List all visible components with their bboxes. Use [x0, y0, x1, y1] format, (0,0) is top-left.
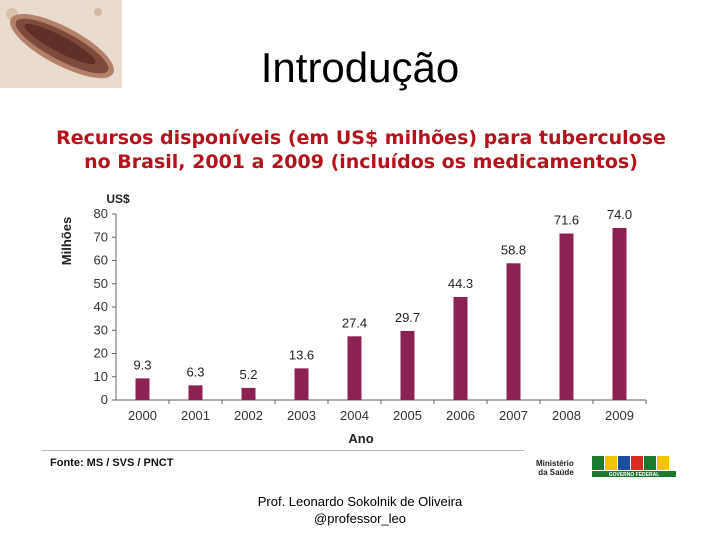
y-tick-label: 0	[101, 392, 108, 407]
bar-chart: US$ Milhões Ano 0 10 20 30 40 50 60 70 80 9.3 2000…	[59, 192, 647, 446]
bar	[347, 336, 362, 400]
bar	[612, 227, 627, 400]
bar	[453, 297, 468, 400]
y-tick-label: 60	[94, 253, 108, 268]
data-label: 27.4	[342, 315, 367, 330]
data-label: 44.3	[448, 276, 473, 291]
y-tick-label: 70	[94, 229, 108, 244]
x-tick-label: 2009	[605, 408, 634, 423]
data-label: 9.3	[133, 357, 151, 372]
bar	[559, 233, 574, 400]
x-tick-label: 2005	[393, 408, 422, 423]
chart-title: Recursos disponíveis (em US$ milhões) pa…	[36, 126, 686, 174]
source-label: Fonte: MS / SVS / PNCT	[50, 457, 174, 469]
chart-title-line1: Recursos disponíveis (em US$ milhões) pa…	[56, 127, 666, 149]
bar	[188, 385, 203, 400]
brasil-government-logo: GOVERNO FEDERAL	[592, 454, 676, 478]
data-label: 58.8	[501, 242, 526, 257]
data-label: 74.0	[607, 207, 632, 222]
y-unit-label: US$	[106, 192, 130, 206]
ministry-logo-line1: Ministério	[536, 459, 574, 468]
bar	[294, 368, 309, 400]
footer-handle: @professor_leo	[314, 511, 406, 526]
data-label: 71.6	[554, 213, 579, 228]
x-tick-label: 2001	[181, 408, 210, 423]
x-tick-label: 2007	[499, 408, 528, 423]
chart-figure: Recursos disponíveis (em US$ milhões) pa…	[36, 116, 686, 484]
data-label: 5.2	[239, 367, 257, 382]
ministry-logo-line2: da Saúde	[538, 468, 574, 477]
x-tick-label: 2006	[446, 408, 475, 423]
ministry-logo: Ministério da Saúde	[536, 459, 574, 477]
bar	[400, 330, 415, 400]
slide-title: Introdução	[260, 44, 460, 91]
x-tick-label: 2003	[287, 408, 316, 423]
y-tick-label: 30	[94, 322, 108, 337]
data-label: 13.6	[289, 347, 314, 362]
y-tick-label: 50	[94, 276, 108, 291]
x-tick-label: 2002	[234, 408, 263, 423]
gov-logo-text: GOVERNO FEDERAL	[609, 472, 660, 478]
x-axis-label: Ano	[348, 431, 373, 446]
footer-author: Prof. Leonardo Sokolnik de Oliveira	[257, 494, 463, 509]
y-tick-label: 20	[94, 346, 108, 361]
data-label: 6.3	[186, 364, 204, 379]
data-label: 29.7	[395, 310, 420, 325]
y-axis-label: Milhões	[59, 217, 74, 265]
y-tick-label: 40	[94, 299, 108, 314]
footer: Prof. Leonardo Sokolnik de Oliveira @pro…	[200, 493, 520, 527]
bar	[135, 378, 150, 400]
chart-title-line2: no Brasil, 2001 a 2009 (incluídos os med…	[84, 151, 638, 173]
bacteria-photo	[0, 0, 122, 88]
x-tick-label: 2004	[340, 408, 369, 423]
y-tick-label: 10	[94, 369, 108, 384]
bar	[241, 387, 256, 400]
bar	[506, 263, 521, 400]
x-tick-label: 2008	[552, 408, 581, 423]
x-tick-label: 2000	[128, 408, 157, 423]
y-tick-label: 80	[94, 206, 108, 221]
divider-line	[42, 450, 524, 451]
